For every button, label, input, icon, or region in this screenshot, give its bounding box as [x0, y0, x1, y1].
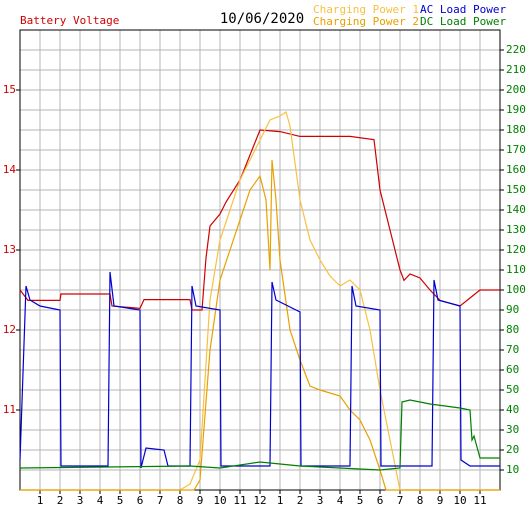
y2-tick-label: 90 [506, 303, 519, 316]
y2-tick-label: 60 [506, 363, 519, 376]
y2-tick-label: 140 [506, 203, 526, 216]
series-line [19, 271, 500, 469]
y2-tick-label: 160 [506, 163, 526, 176]
legend-label: Battery Voltage [20, 14, 119, 27]
y-tick-label: 12 [3, 323, 16, 336]
y2-tick-label: 220 [506, 43, 526, 56]
y-tick-label: 15 [3, 83, 16, 96]
y2-tick-label: 70 [506, 343, 519, 356]
y2-tick-label: 200 [506, 83, 526, 96]
x-tick-label: 8 [417, 494, 424, 507]
x-tick-label: 12 [253, 494, 266, 507]
y2-tick-label: 190 [506, 103, 526, 116]
y2-tick-label: 50 [506, 383, 519, 396]
x-tick-label: 7 [157, 494, 164, 507]
legend-label: Charging Power 1 [313, 3, 419, 16]
x-tick-label: 8 [177, 494, 184, 507]
x-tick-label: 4 [97, 494, 104, 507]
x-tick-label: 11 [233, 494, 246, 507]
series-line [19, 399, 500, 471]
x-tick-label: 1 [37, 494, 44, 507]
x-tick-label: 10 [213, 494, 226, 507]
y2-tick-label: 150 [506, 183, 526, 196]
plot-border [19, 29, 501, 491]
y2-tick-label: 10 [506, 463, 519, 476]
x-tick-label: 2 [297, 494, 304, 507]
y2-tick-label: 80 [506, 323, 519, 336]
y2-tick-label: 130 [506, 223, 526, 236]
legend-label: Charging Power 2 [313, 15, 419, 28]
x-tick-label: 9 [437, 494, 444, 507]
y2-tick-label: 170 [506, 143, 526, 156]
legend-label: DC Load Power [420, 15, 506, 28]
series-line [20, 159, 500, 491]
legend-label: AC Load Power [420, 3, 506, 16]
y2-tick-label: 40 [506, 403, 519, 416]
x-tick-label: 3 [77, 494, 84, 507]
y2-tick-label: 210 [506, 63, 526, 76]
y2-tick-label: 100 [506, 283, 526, 296]
chart-title: 10/06/2020 [220, 11, 304, 27]
y2-tick-label: 30 [506, 423, 519, 436]
x-tick-label: 4 [337, 494, 344, 507]
x-tick-label: 6 [137, 494, 144, 507]
y-tick-label: 13 [3, 243, 16, 256]
x-tick-label: 3 [317, 494, 324, 507]
y2-tick-label: 20 [506, 443, 519, 456]
y2-tick-label: 180 [506, 123, 526, 136]
y-tick-label: 14 [3, 163, 17, 176]
x-tick-label: 6 [377, 494, 384, 507]
y2-tick-label: 110 [506, 263, 526, 276]
x-tick-label: 5 [357, 494, 364, 507]
x-tick-label: 10 [453, 494, 466, 507]
x-tick-label: 11 [473, 494, 486, 507]
x-tick-label: 1 [277, 494, 284, 507]
x-tick-label: 7 [397, 494, 404, 507]
series-line [20, 111, 500, 491]
x-tick-label: 5 [117, 494, 124, 507]
x-tick-label: 9 [197, 494, 204, 507]
x-tick-label: 2 [57, 494, 64, 507]
y2-tick-label: 120 [506, 243, 526, 256]
y-tick-label: 11 [3, 403, 16, 416]
